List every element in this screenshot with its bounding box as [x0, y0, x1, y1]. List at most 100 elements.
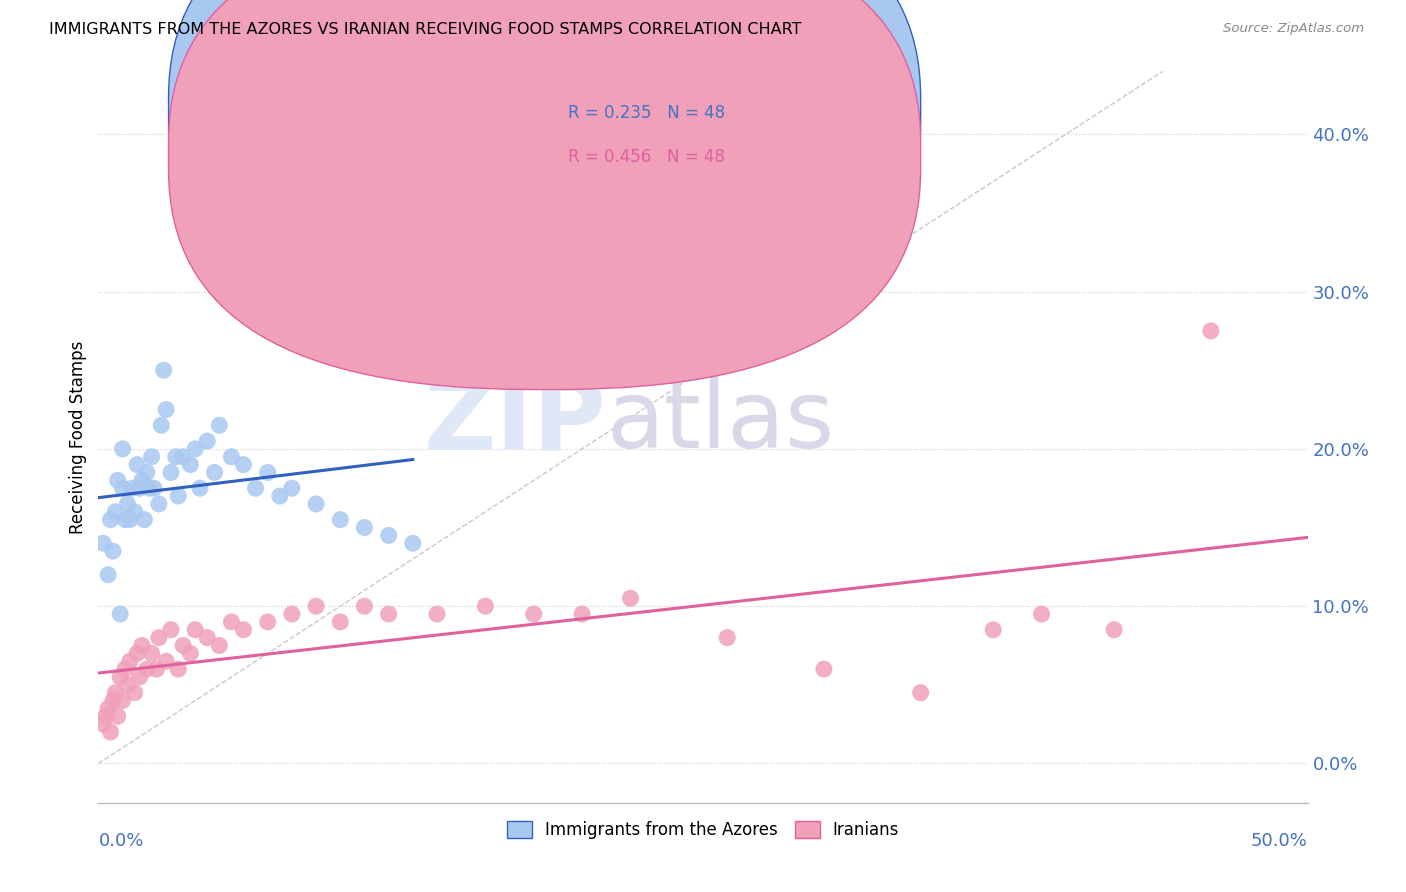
Point — [128, 481, 150, 495]
Point — [124, 505, 146, 519]
Point — [221, 615, 243, 629]
Point — [107, 709, 129, 723]
Point — [281, 607, 304, 621]
Point — [232, 458, 254, 472]
Point — [131, 639, 153, 653]
Point — [114, 513, 136, 527]
Text: IMMIGRANTS FROM THE AZORES VS IRANIAN RECEIVING FOOD STAMPS CORRELATION CHART: IMMIGRANTS FROM THE AZORES VS IRANIAN RE… — [49, 22, 801, 37]
Text: 50.0%: 50.0% — [1251, 832, 1308, 850]
Point — [148, 631, 170, 645]
Point — [981, 623, 1004, 637]
Point — [150, 418, 173, 433]
Text: 0.0%: 0.0% — [98, 832, 143, 850]
Point — [184, 442, 207, 456]
Point — [97, 701, 120, 715]
Point — [127, 458, 149, 472]
Point — [141, 450, 163, 464]
Point — [127, 646, 149, 660]
Point — [167, 662, 190, 676]
Point — [256, 615, 278, 629]
FancyBboxPatch shape — [169, 0, 921, 390]
Point — [1031, 607, 1053, 621]
Text: Source: ZipAtlas.com: Source: ZipAtlas.com — [1223, 22, 1364, 36]
Point — [245, 481, 267, 495]
Point — [329, 513, 352, 527]
Point — [152, 363, 174, 377]
Point — [305, 497, 328, 511]
Point — [813, 662, 835, 676]
Point — [107, 473, 129, 487]
Point — [128, 670, 150, 684]
Point — [100, 725, 122, 739]
Y-axis label: Receiving Food Stamps: Receiving Food Stamps — [69, 341, 87, 533]
Point — [155, 402, 177, 417]
Point — [716, 631, 738, 645]
Point — [131, 473, 153, 487]
Point — [165, 450, 187, 464]
Point — [155, 654, 177, 668]
Point — [143, 481, 166, 495]
Text: R = 0.235   N = 48: R = 0.235 N = 48 — [568, 104, 724, 122]
Point — [256, 466, 278, 480]
Point — [281, 481, 304, 495]
Point — [141, 646, 163, 660]
Point — [172, 450, 194, 464]
Point — [619, 591, 641, 606]
Point — [100, 513, 122, 527]
Point — [402, 536, 425, 550]
Point — [179, 646, 201, 660]
Point — [111, 442, 134, 456]
Point — [108, 670, 131, 684]
Point — [101, 693, 124, 707]
Point — [377, 607, 399, 621]
Point — [145, 662, 167, 676]
Point — [910, 686, 932, 700]
Point — [353, 520, 375, 534]
Point — [91, 717, 114, 731]
Point — [1102, 623, 1125, 637]
Point — [377, 528, 399, 542]
Point — [179, 458, 201, 472]
Text: ZIP: ZIP — [423, 374, 606, 471]
Point — [571, 607, 593, 621]
Point — [221, 450, 243, 464]
Point — [117, 678, 139, 692]
Point — [184, 623, 207, 637]
Point — [104, 686, 127, 700]
Point — [208, 639, 231, 653]
Point — [188, 481, 211, 495]
Point — [97, 567, 120, 582]
Point — [91, 536, 114, 550]
Point — [101, 544, 124, 558]
Point — [523, 607, 546, 621]
Point — [111, 481, 134, 495]
Text: R = 0.456   N = 48: R = 0.456 N = 48 — [568, 148, 724, 166]
Point — [232, 623, 254, 637]
Point — [305, 599, 328, 614]
Point — [329, 615, 352, 629]
Legend: Immigrants from the Azores, Iranians: Immigrants from the Azores, Iranians — [501, 814, 905, 846]
Point — [1199, 324, 1222, 338]
Point — [108, 607, 131, 621]
Point — [134, 513, 156, 527]
Point — [269, 489, 291, 503]
Point — [160, 466, 183, 480]
Point — [118, 654, 141, 668]
Point — [160, 623, 183, 637]
Point — [135, 466, 157, 480]
FancyBboxPatch shape — [509, 78, 758, 195]
Point — [668, 340, 690, 354]
Point — [426, 607, 449, 621]
Point — [111, 693, 134, 707]
Point — [204, 466, 226, 480]
Point — [172, 639, 194, 653]
Point — [474, 599, 496, 614]
Point — [353, 599, 375, 614]
Text: atlas: atlas — [606, 376, 835, 468]
Point — [121, 481, 143, 495]
Point — [195, 631, 218, 645]
Point — [148, 497, 170, 511]
Point — [118, 513, 141, 527]
Point — [117, 497, 139, 511]
Point — [124, 686, 146, 700]
